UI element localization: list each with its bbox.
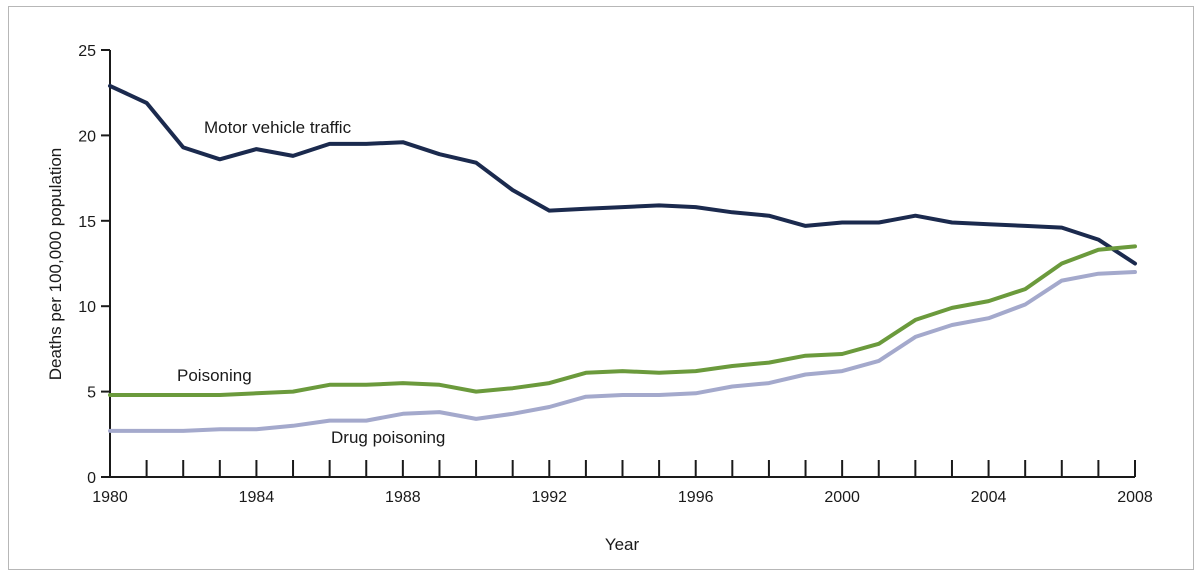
series-line-drug-poisoning (108, 270, 1137, 433)
series-labels: Motor vehicle traffic Poisoning Drug poi… (177, 118, 445, 447)
x-tick-label: 2004 (971, 489, 1007, 506)
x-tick-label: 1980 (92, 489, 128, 506)
y-tick-label: 10 (78, 299, 96, 316)
x-tick-label: 2000 (824, 489, 860, 506)
x-tick-label: 1984 (239, 489, 275, 506)
series-label-drug-poisoning: Drug poisoning (331, 428, 445, 447)
y-tick-label: 25 (78, 43, 96, 60)
y-tick-label: 0 (87, 470, 96, 487)
x-tick-label: 1996 (678, 489, 714, 506)
y-axis-title: Deaths per 100,000 population (46, 148, 65, 381)
series-lines (108, 83, 1137, 433)
y-tick-label: 5 (87, 385, 96, 402)
series-label-motor-vehicle-traffic: Motor vehicle traffic (204, 118, 352, 137)
x-tick-label: 1992 (531, 489, 567, 506)
y-tick-label: 20 (78, 128, 96, 145)
series-line-motor-vehicle-traffic (108, 83, 1137, 266)
y-tick-label: 15 (78, 214, 96, 231)
series-label-poisoning: Poisoning (177, 366, 252, 385)
x-axis-title: Year (605, 535, 640, 554)
series-line-poisoning (108, 244, 1137, 397)
x-tick-label: 1988 (385, 489, 421, 506)
axes: 0 5 10 15 20 25 1980 1984 1988 1992 1996 2000 2004 2… (78, 43, 1153, 506)
y-ticks: 0 5 10 15 20 25 (78, 43, 110, 487)
x-ticks: 1980 1984 1988 1992 1996 2000 2004 2008 (92, 460, 1153, 506)
x-tick-label: 2008 (1117, 489, 1153, 506)
